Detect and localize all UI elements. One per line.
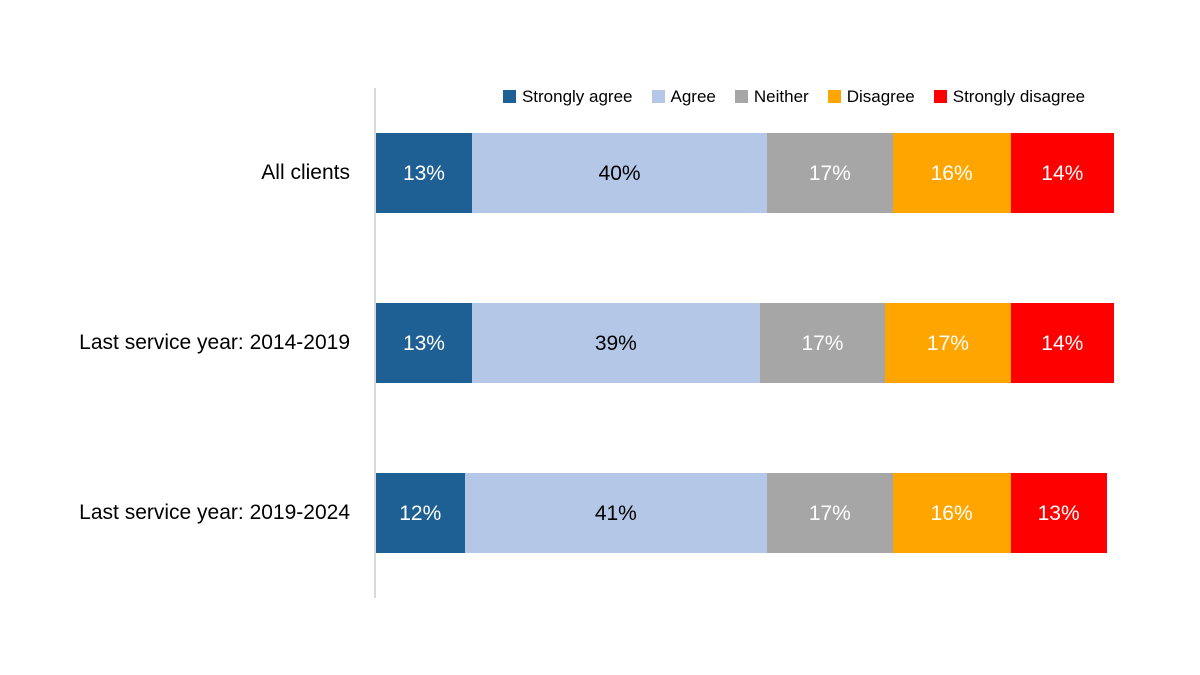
bar-row-last-service-year-2014-2019: Last service year: 2014-2019 13% 39% 17% 17%… — [0, 258, 1114, 428]
legend-item-agree: Agree — [651, 86, 716, 106]
bar-row-last-service-year-2019-2024: Last service year: 2019-2024 12% 41% 17% 16%… — [0, 428, 1114, 598]
stacked-bar: 12% 41% 17% 16% 13% — [376, 473, 1114, 553]
legend-label: Agree — [670, 86, 716, 106]
data-label: 14% — [1041, 331, 1084, 355]
data-label: 13% — [1037, 501, 1080, 525]
data-label: 13% — [402, 161, 445, 185]
bar-segment-strongly-disagree: 14% — [1010, 133, 1114, 213]
legend-item-disagree: Disagree — [827, 86, 915, 106]
bar-segment-strongly-agree: 13% — [376, 133, 472, 213]
bar-segment-agree: 40% — [471, 133, 768, 213]
bar-segment-agree: 39% — [471, 303, 760, 383]
legend-label: Strongly agree — [521, 86, 633, 106]
category-label: Last service year: 2019-2024 — [79, 500, 350, 524]
legend-swatch-icon — [933, 89, 947, 103]
legend-swatch-icon — [651, 89, 665, 103]
data-label: 16% — [930, 501, 973, 525]
bar-segment-strongly-agree: 12% — [376, 473, 465, 553]
plot-area: All clients 13% 40% 17% 16% 14% Last service y… — [0, 88, 1114, 598]
data-label: 41% — [594, 501, 637, 525]
category-label: Last service year: 2014-2019 — [79, 330, 350, 354]
data-label: 14% — [1041, 161, 1084, 185]
chart-legend: Strongly agree Agree Neither Disagree Strong… — [425, 84, 1163, 108]
legend-label: Disagree — [846, 86, 915, 106]
bar-segment-neither: 17% — [759, 303, 886, 383]
data-label: 17% — [801, 331, 844, 355]
data-label: 16% — [930, 161, 973, 185]
bar-segment-agree: 41% — [464, 473, 768, 553]
bar-segment-neither: 17% — [767, 133, 893, 213]
legend-swatch-icon — [502, 89, 516, 103]
category-label: All clients — [261, 160, 350, 184]
bar-segment-neither: 17% — [767, 473, 893, 553]
bar-segment-disagree: 17% — [885, 303, 1011, 383]
stacked-bar: 13% 40% 17% 16% 14% — [376, 133, 1114, 213]
bar-segment-disagree: 16% — [892, 473, 1011, 553]
legend-label: Strongly disagree — [952, 86, 1086, 106]
data-label: 39% — [594, 331, 637, 355]
legend-swatch-icon — [827, 89, 841, 103]
data-label: 13% — [402, 331, 445, 355]
legend-item-neither: Neither — [734, 86, 809, 106]
legend-item-strongly-agree: Strongly agree — [502, 86, 633, 106]
y-axis-line — [374, 88, 376, 598]
bar-segment-strongly-agree: 13% — [376, 303, 472, 383]
data-label: 40% — [598, 161, 641, 185]
data-label: 17% — [808, 161, 851, 185]
stacked-bar: 13% 39% 17% 17% 14% — [376, 303, 1114, 383]
legend-swatch-icon — [734, 89, 748, 103]
bar-segment-strongly-disagree: 14% — [1010, 303, 1114, 383]
legend-label: Neither — [753, 86, 809, 106]
data-label: 17% — [926, 331, 969, 355]
data-label: 17% — [808, 501, 851, 525]
data-label: 12% — [399, 501, 442, 525]
bar-segment-strongly-disagree: 13% — [1010, 473, 1107, 553]
bar-row-all-clients: All clients 13% 40% 17% 16% 14% — [0, 88, 1114, 258]
legend-item-strongly-disagree: Strongly disagree — [933, 86, 1086, 106]
bar-segment-disagree: 16% — [892, 133, 1011, 213]
